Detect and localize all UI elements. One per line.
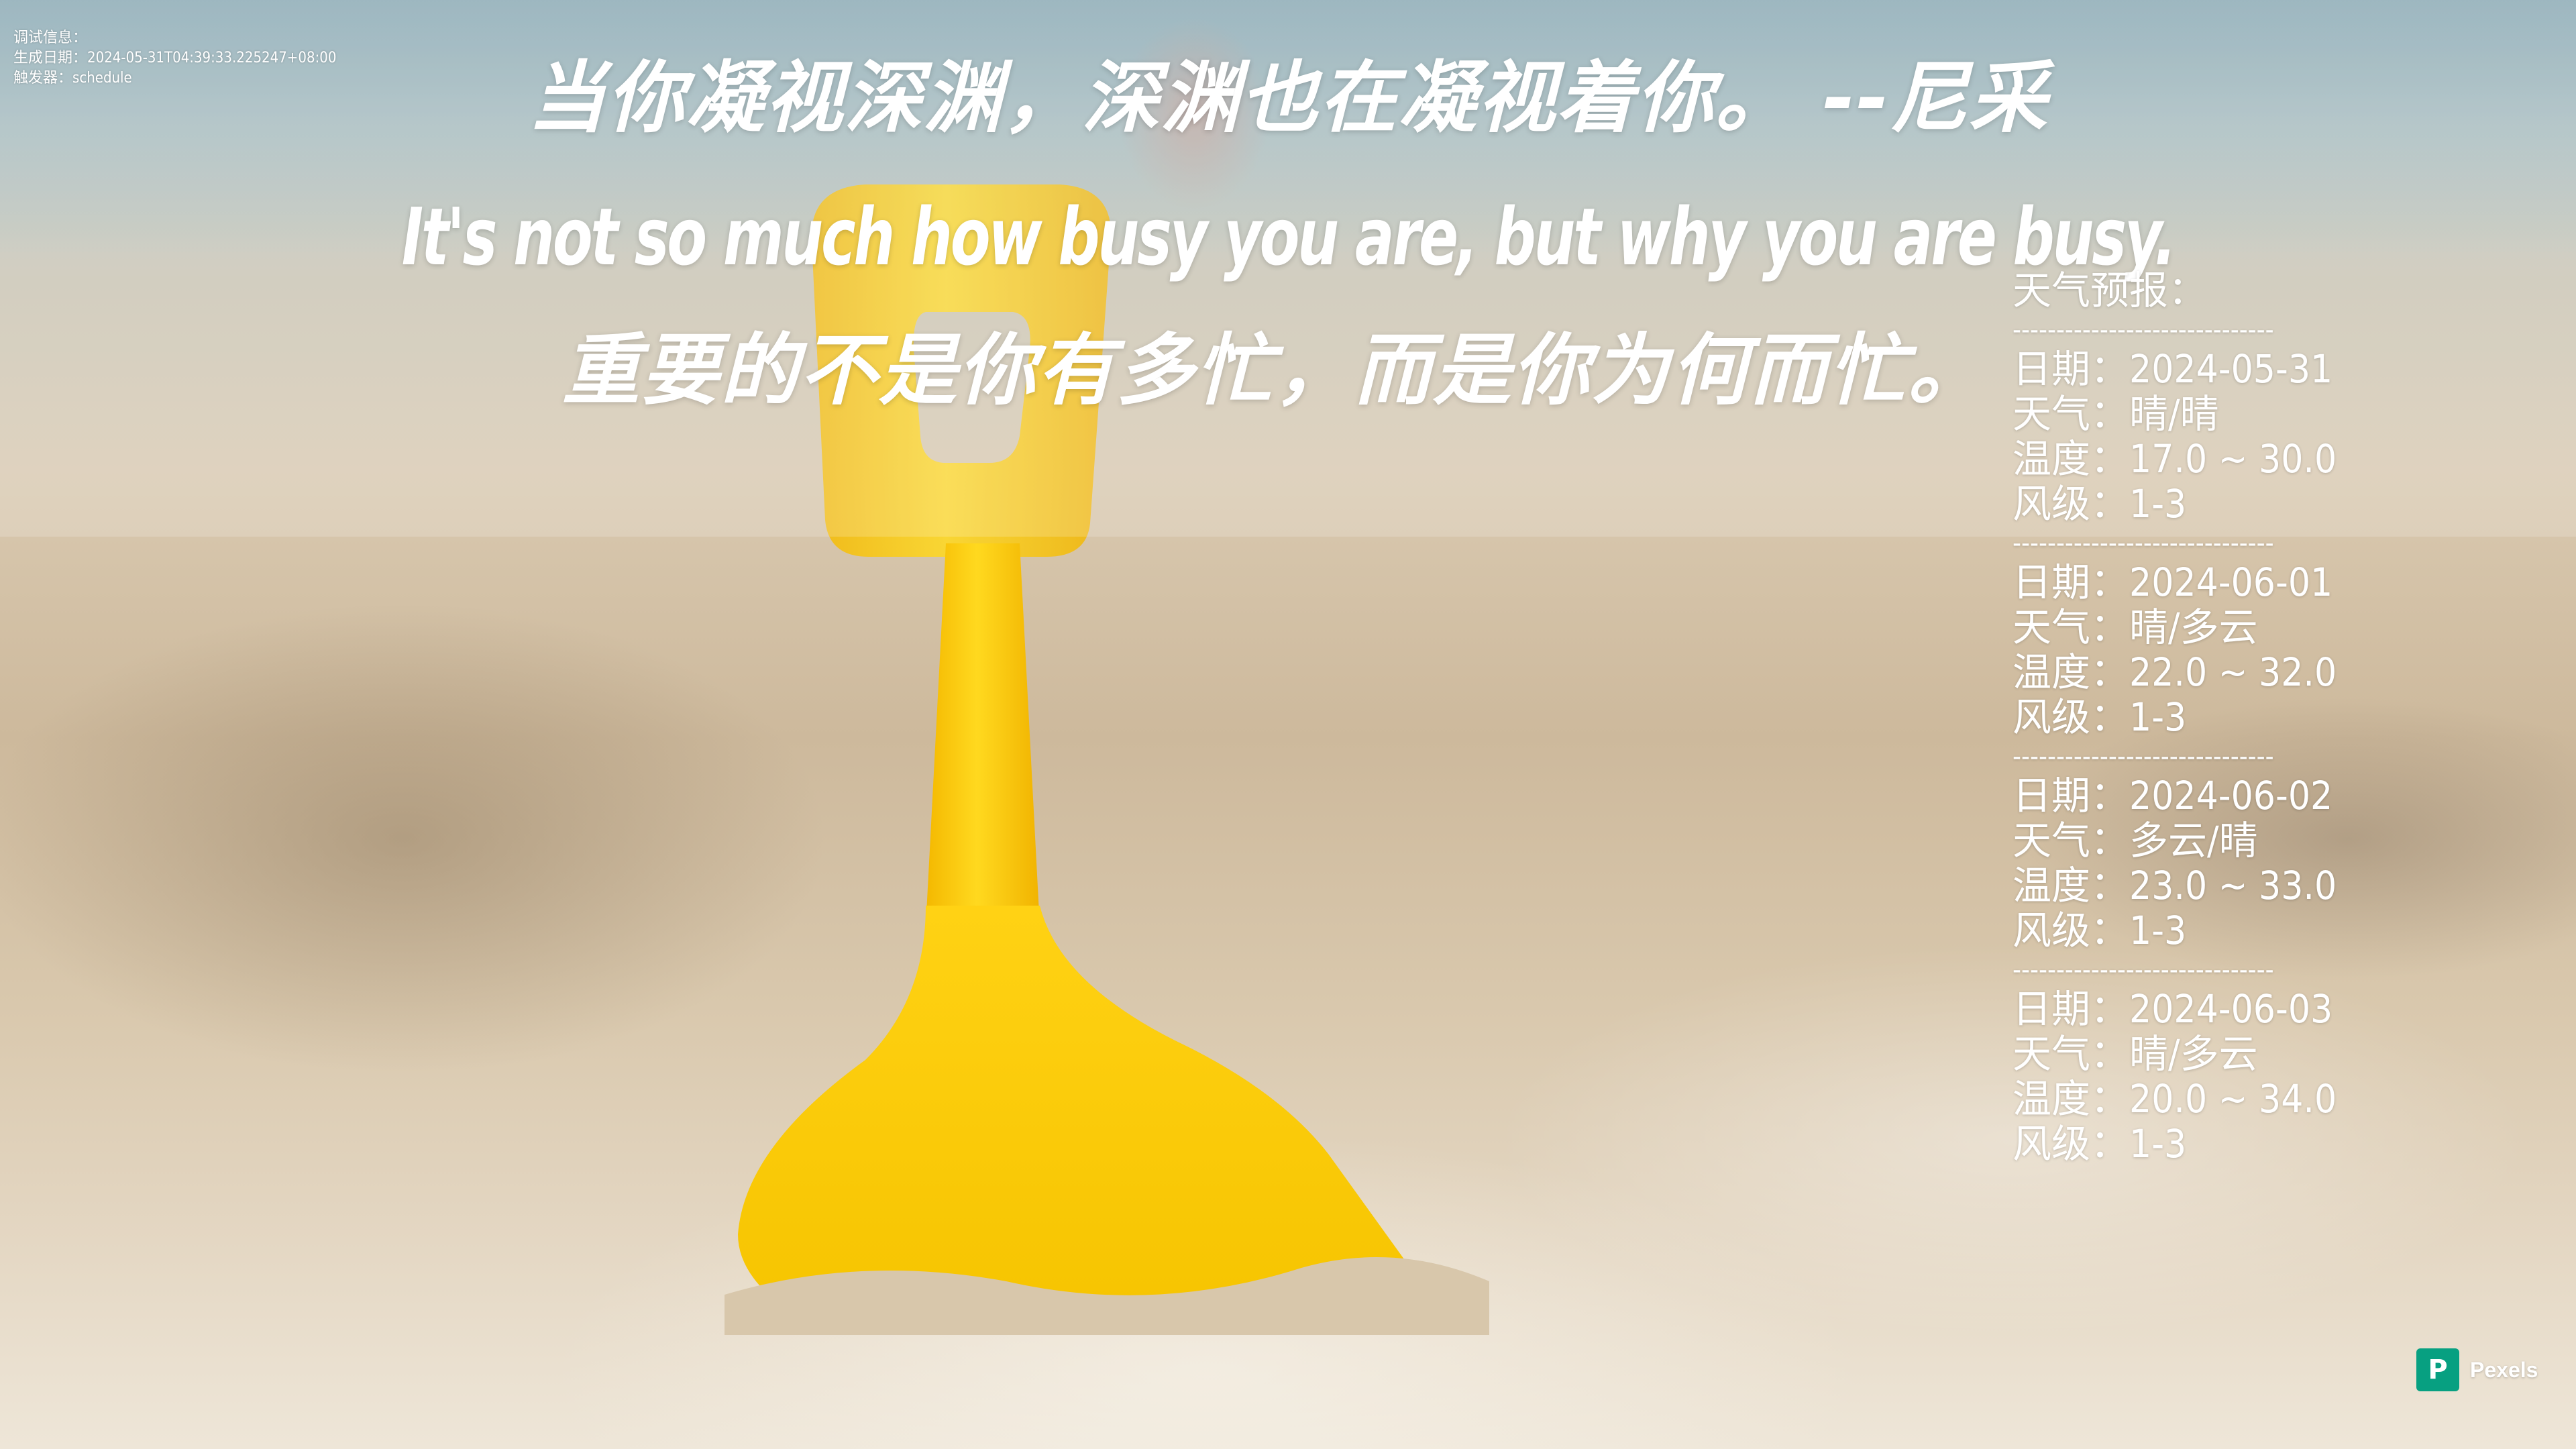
- debug-generated-row: 生成日期：2024-05-31T04:39:33.225247+08:00: [13, 48, 336, 68]
- wind-value: 1-3: [2129, 1121, 2187, 1167]
- weather-separator: ------------------------------: [2012, 528, 2274, 559]
- weather-separator: ------------------------------: [2012, 955, 2274, 985]
- weather-condition-row: 天气：晴/晴: [2012, 392, 2442, 437]
- debug-info: 调试信息： 生成日期：2024-05-31T04:39:33.225247+08…: [13, 28, 336, 89]
- condition-label: 天气：: [2012, 1031, 2130, 1077]
- wind-value: 1-3: [2129, 481, 2187, 527]
- weather-day: 日期：2024-06-02 天气：多云/晴 温度：23.0 ~ 33.0 风级：…: [2012, 773, 2442, 953]
- temperature-value: 23.0 ~ 33.0: [2129, 863, 2337, 908]
- weather-condition-row: 天气：晴/多云: [2012, 605, 2442, 650]
- debug-trigger-value: schedule: [72, 70, 132, 87]
- condition-label: 天气：: [2012, 818, 2130, 863]
- wind-label: 风级：: [2012, 481, 2130, 527]
- weather-date-row: 日期：2024-06-01: [2012, 560, 2442, 605]
- shovel-image: [724, 184, 1489, 1335]
- date-label: 日期：: [2012, 773, 2130, 818]
- temperature-value: 22.0 ~ 32.0: [2129, 649, 2337, 695]
- date-label: 日期：: [2012, 986, 2130, 1032]
- wind-label: 风级：: [2012, 694, 2130, 740]
- pexels-label: Pexels: [2470, 1357, 2538, 1382]
- wind-value: 1-3: [2129, 908, 2187, 953]
- weather-date-row: 日期：2024-06-03: [2012, 987, 2442, 1032]
- quote-chinese-translation: 重要的不是你有多忙，而是你为何而忙。: [562, 325, 1987, 416]
- temperature-label: 温度：: [2012, 863, 2130, 908]
- wind-label: 风级：: [2012, 1121, 2130, 1167]
- temperature-value: 20.0 ~ 34.0: [2129, 1076, 2337, 1122]
- weather-condition-row: 天气：多云/晴: [2012, 818, 2442, 863]
- temperature-label: 温度：: [2012, 436, 2130, 482]
- debug-generated-value: 2024-05-31T04:39:33.225247+08:00: [87, 50, 337, 66]
- pexels-logo-icon: P: [2416, 1348, 2459, 1391]
- weather-wind-row: 风级：1-3: [2012, 482, 2442, 527]
- debug-trigger-row: 触发器：schedule: [13, 68, 336, 89]
- weather-date-row: 日期：2024-05-31: [2012, 347, 2442, 392]
- debug-title: 调试信息：: [13, 28, 336, 48]
- weather-day: 日期：2024-05-31 天气：晴/晴 温度：17.0 ~ 30.0 风级：1…: [2012, 347, 2442, 527]
- date-label: 日期：: [2012, 346, 2130, 392]
- weather-wind-row: 风级：1-3: [2012, 1122, 2442, 1167]
- condition-value: 晴/多云: [2129, 604, 2258, 650]
- debug-info-label: 调试信息：: [13, 30, 88, 46]
- weather-date-row: 日期：2024-06-02: [2012, 773, 2442, 818]
- quote-english: It's not so much how busy you are, but w…: [401, 191, 2177, 283]
- condition-label: 天气：: [2012, 604, 2130, 650]
- condition-label: 天气：: [2012, 391, 2130, 437]
- weather-temperature-row: 温度：22.0 ~ 32.0: [2012, 650, 2442, 695]
- quote-chinese: 当你凝视深渊，深渊也在凝视着你。 --尼采: [527, 53, 2049, 144]
- weather-title: 天气预报：: [2012, 268, 2208, 313]
- wind-value: 1-3: [2129, 694, 2187, 740]
- condition-value: 多云/晴: [2129, 818, 2258, 863]
- date-value: 2024-06-02: [2129, 773, 2333, 818]
- weather-separator: ------------------------------: [2012, 315, 2274, 345]
- pexels-watermark[interactable]: P Pexels: [2416, 1348, 2538, 1391]
- date-value: 2024-06-01: [2129, 559, 2333, 605]
- weather-wind-row: 风级：1-3: [2012, 908, 2442, 953]
- weather-temperature-row: 温度：23.0 ~ 33.0: [2012, 863, 2442, 908]
- temperature-value: 17.0 ~ 30.0: [2129, 436, 2337, 482]
- date-value: 2024-06-03: [2129, 986, 2333, 1032]
- weather-separator: ------------------------------: [2012, 741, 2274, 772]
- weather-day: 日期：2024-06-01 天气：晴/多云 温度：22.0 ~ 32.0 风级：…: [2012, 560, 2442, 740]
- background-blurred-figure: [1073, 0, 1315, 255]
- debug-generated-label: 生成日期：: [13, 50, 88, 66]
- weather-temperature-row: 温度：17.0 ~ 30.0: [2012, 437, 2442, 482]
- condition-value: 晴/晴: [2129, 391, 2219, 437]
- weather-forecast: 天气预报： ------------------------------ 日期：…: [2012, 268, 2442, 1167]
- weather-temperature-row: 温度：20.0 ~ 34.0: [2012, 1077, 2442, 1122]
- debug-trigger-label: 触发器：: [13, 70, 73, 87]
- wind-label: 风级：: [2012, 908, 2130, 953]
- weather-wind-row: 风级：1-3: [2012, 695, 2442, 740]
- condition-value: 晴/多云: [2129, 1031, 2258, 1077]
- temperature-label: 温度：: [2012, 649, 2130, 695]
- temperature-label: 温度：: [2012, 1076, 2130, 1122]
- weather-day: 日期：2024-06-03 天气：晴/多云 温度：20.0 ~ 34.0 风级：…: [2012, 987, 2442, 1167]
- top-haze-overlay: [0, 0, 2576, 537]
- weather-condition-row: 天气：晴/多云: [2012, 1032, 2442, 1077]
- date-label: 日期：: [2012, 559, 2130, 605]
- date-value: 2024-05-31: [2129, 346, 2333, 392]
